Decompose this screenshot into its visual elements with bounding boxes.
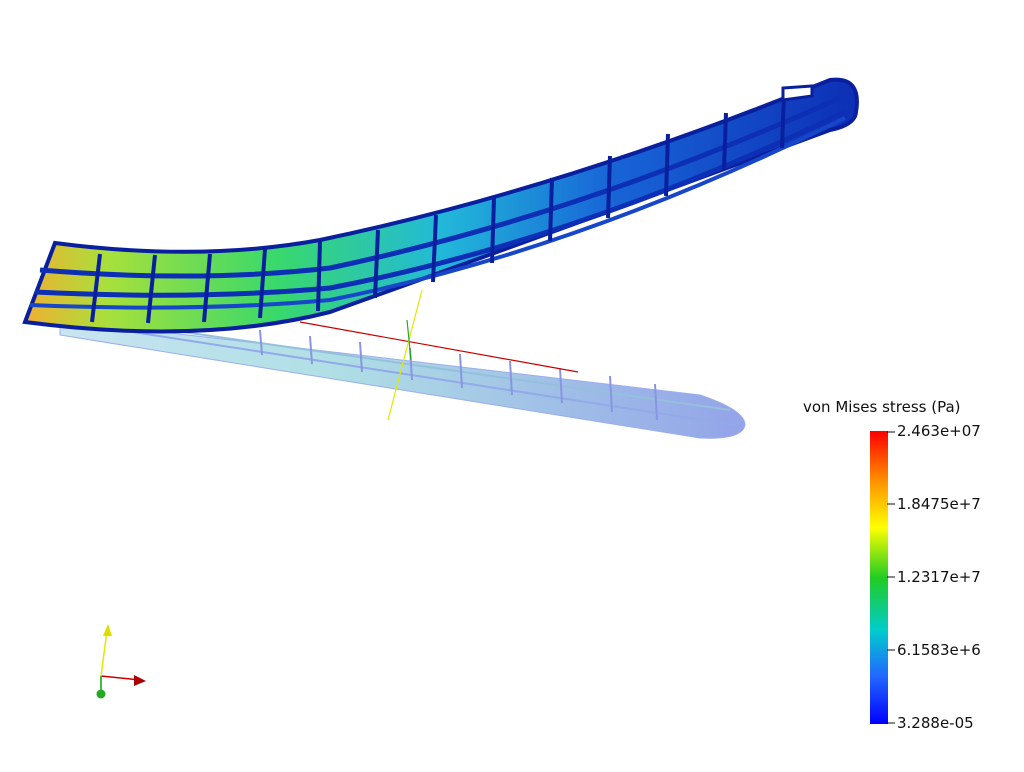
green-reference-line — [406, 319, 412, 361]
legend-tick-max: 2.463e+07 — [897, 422, 981, 440]
legend-title: von Mises stress (Pa) — [803, 398, 961, 416]
z-axis-arrowhead — [96, 689, 106, 699]
legend-tick-4: 6.1583e+6 — [897, 641, 981, 659]
deformed-wing — [22, 77, 859, 334]
undeformed-wing — [59, 319, 746, 439]
legend-tick-marks — [887, 431, 895, 724]
legend-tick-3: 1.2317e+7 — [897, 568, 981, 586]
y-axis-arrowhead — [103, 624, 112, 636]
x-axis-arrowhead — [134, 675, 146, 686]
y-axis-arrow — [100, 630, 108, 677]
legend-tick-min: 3.288e-05 — [897, 714, 974, 732]
orientation-axes — [96, 624, 146, 699]
color-scale-bar — [870, 431, 888, 724]
legend-tick-2: 1.8475e+7 — [897, 495, 981, 513]
yellow-reference-line — [387, 289, 423, 421]
x-axis-arrow — [100, 675, 141, 681]
red-reference-line — [299, 321, 579, 373]
